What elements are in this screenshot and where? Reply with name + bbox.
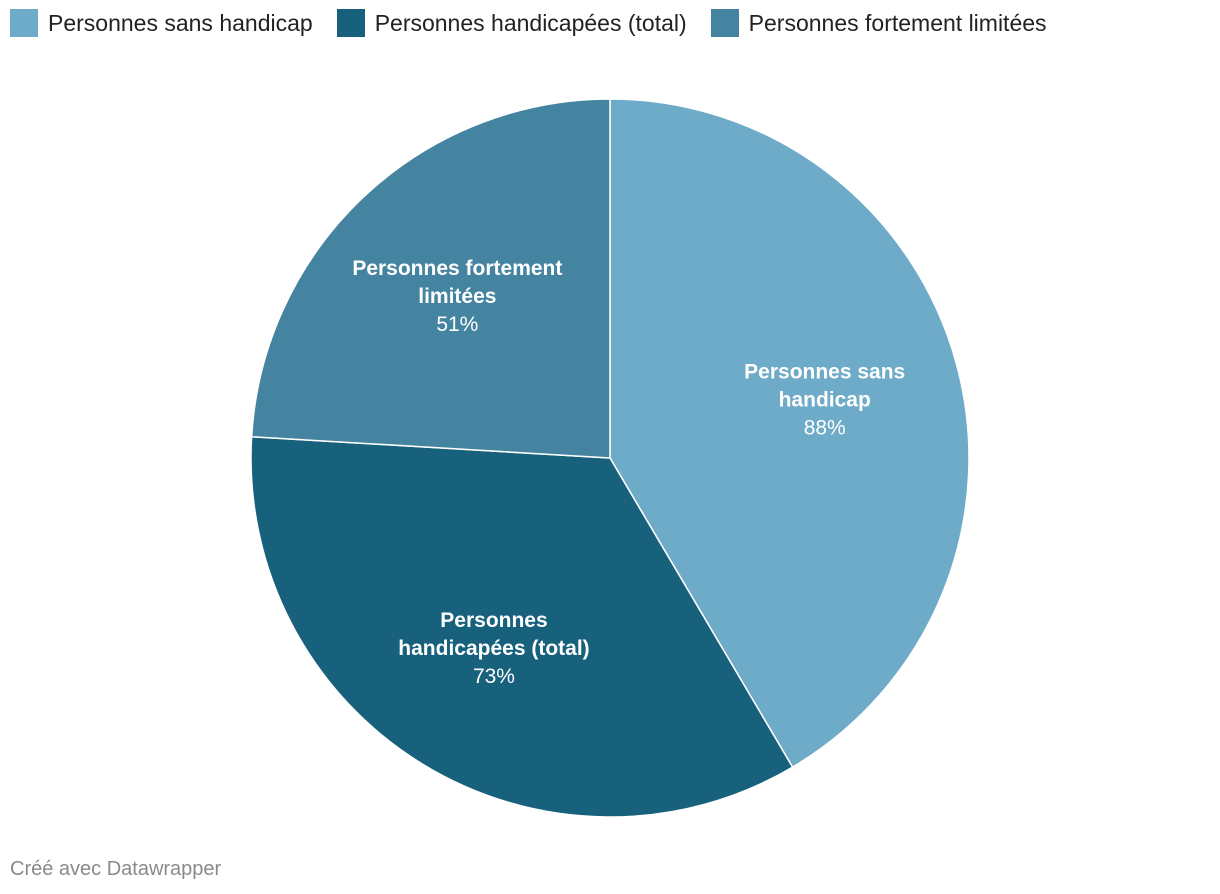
pie-slice-name-1-0: Personnes — [440, 609, 547, 632]
legend-item-fortement-limitees: Personnes fortement limitées — [710, 9, 1047, 37]
pie-slice-name-2-0: Personnes fortement — [352, 257, 562, 280]
legend-label-handicapees-total: Personnes handicapées (total) — [374, 9, 687, 36]
pie-slice-1 — [250, 435, 794, 818]
pie-slice-name-2-1: limitées — [418, 285, 496, 308]
pie-slice-2 — [250, 98, 611, 459]
pie-slice-name-0-1: handicap — [779, 388, 871, 411]
pie-slice-label-0: Personnes sans handicap 88% — [744, 360, 905, 439]
legend-swatch-sans-handicap — [10, 9, 38, 37]
pie-slice-0 — [609, 98, 970, 769]
pie-slice-value-0: 88% — [804, 416, 846, 439]
legend-label-sans-handicap: Personnes sans handicap — [48, 9, 313, 36]
legend: Personnes sans handicap Personnes handic… — [10, 9, 1071, 37]
legend-label-fortement-limitees: Personnes fortement limitées — [748, 9, 1047, 36]
pie-slice-label-2: Personnes fortement limitées 51% — [352, 257, 562, 336]
pie-slice-value-1: 73% — [473, 665, 515, 688]
pie-slice-name-0-0: Personnes sans — [744, 360, 905, 383]
credit-text[interactable]: Créé avec Datawrapper — [10, 858, 222, 880]
legend-swatch-fortement-limitees — [710, 9, 739, 37]
legend-swatch-handicapees-total — [336, 9, 365, 37]
pie-slice-value-2: 51% — [436, 313, 478, 336]
pie-slice-name-1-1: handicapées (total) — [398, 637, 589, 660]
legend-item-handicapees-total: Personnes handicapées (total) — [336, 9, 687, 37]
legend-item-sans-handicap: Personnes sans handicap — [10, 9, 313, 37]
pie-slice-label-1: Personnes handicapées (total) 73% — [398, 609, 589, 688]
